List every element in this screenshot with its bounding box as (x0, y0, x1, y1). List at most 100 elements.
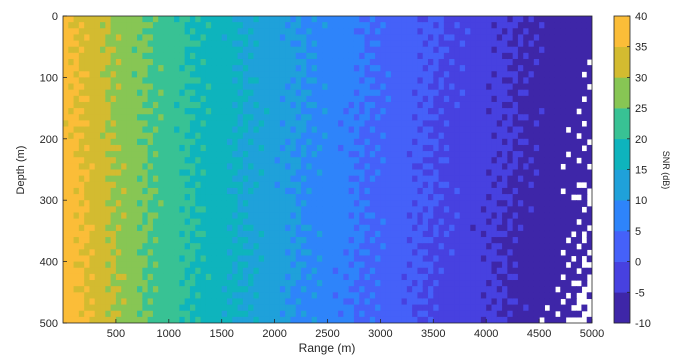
contour-cell (79, 151, 85, 158)
contour-cell (502, 133, 508, 140)
contour-cell (539, 84, 545, 91)
contour-cell (280, 145, 286, 152)
contour-cell (497, 133, 503, 140)
contour-cell (222, 255, 228, 262)
contour-cell (491, 84, 497, 91)
contour-cell (174, 151, 180, 158)
contour-cell (566, 200, 572, 207)
contour-cell (253, 77, 259, 84)
contour-cell (412, 163, 418, 170)
contour-cell (111, 139, 117, 146)
contour-cell (174, 145, 180, 152)
contour-cell (216, 280, 222, 287)
contour-cell (333, 96, 339, 103)
contour-cell (84, 59, 90, 66)
contour-cell (179, 34, 185, 41)
contour-cell (481, 268, 487, 275)
contour-cell (571, 53, 577, 60)
contour-cell (148, 151, 154, 158)
contour-cell (238, 53, 244, 60)
contour-cell (576, 225, 582, 232)
contour-cell (428, 237, 434, 244)
contour-cell (555, 120, 561, 127)
contour-cell (328, 225, 334, 232)
contour-cell (74, 84, 80, 91)
contour-cell (142, 133, 148, 140)
contour-cell (534, 151, 540, 158)
contour-cell (328, 219, 334, 226)
contour-cell (169, 47, 175, 54)
contour-cell (476, 114, 482, 121)
contour-cell (142, 292, 148, 299)
contour-cell (296, 292, 302, 299)
contour-cell (222, 22, 228, 29)
colorbar-tick-label: 20 (635, 134, 647, 146)
contour-cell (576, 249, 582, 256)
contour-cell (423, 237, 429, 244)
contour-cell (275, 157, 281, 164)
contour-cell (354, 53, 360, 60)
contour-cell (476, 249, 482, 256)
contour-cell (476, 305, 482, 312)
contour-cell (185, 114, 191, 121)
contour-cell (412, 200, 418, 207)
contour-cell (375, 90, 381, 97)
contour-cell (566, 268, 572, 275)
contour-cell (116, 28, 122, 35)
contour-cell (428, 47, 434, 54)
contour-cell (158, 170, 164, 177)
contour-cell (333, 151, 339, 158)
contour-cell (333, 139, 339, 146)
contour-cell (375, 71, 381, 78)
contour-cell (296, 77, 302, 84)
contour-cell (460, 120, 466, 127)
contour-cell (222, 292, 228, 299)
contour-cell (423, 182, 429, 189)
contour-cell (470, 194, 476, 201)
contour-cell (301, 206, 307, 213)
contour-cell (74, 255, 80, 262)
contour-cell (290, 170, 296, 177)
contour-cell (386, 231, 392, 238)
contour-cell (174, 255, 180, 262)
contour-cell (211, 206, 217, 213)
contour-cell (486, 127, 492, 134)
contour-cell (354, 206, 360, 213)
contour-cell (513, 176, 519, 183)
contour-cell (470, 243, 476, 250)
contour-cell (386, 59, 392, 66)
contour-cell (232, 34, 238, 41)
contour-cell (126, 84, 132, 91)
contour-cell (386, 243, 392, 250)
contour-cell (169, 237, 175, 244)
contour-cell (365, 102, 371, 109)
contour-cell (259, 225, 265, 232)
contour-cell (238, 268, 244, 275)
contour-cell (164, 90, 170, 97)
contour-cell (185, 262, 191, 269)
contour-cell (269, 243, 275, 250)
contour-cell (95, 34, 101, 41)
contour-cell (195, 194, 201, 201)
contour-cell (121, 157, 127, 164)
contour-cell (518, 194, 524, 201)
contour-cell (386, 133, 392, 140)
contour-cell (238, 139, 244, 146)
contour-cell (306, 274, 312, 281)
contour-cell (153, 133, 159, 140)
contour-cell (396, 59, 402, 66)
contour-cell (449, 114, 455, 121)
contour-cell (211, 139, 217, 146)
contour-cell (259, 145, 265, 152)
contour-cell (206, 298, 212, 305)
contour-cell (201, 145, 207, 152)
contour-cell (95, 53, 101, 60)
contour-cell (465, 237, 471, 244)
contour-cell (544, 298, 550, 305)
contour-cell (301, 200, 307, 207)
contour-cell (571, 41, 577, 48)
contour-cell (312, 176, 318, 183)
contour-cell (359, 77, 365, 84)
contour-cell (354, 237, 360, 244)
contour-cell (375, 77, 381, 84)
